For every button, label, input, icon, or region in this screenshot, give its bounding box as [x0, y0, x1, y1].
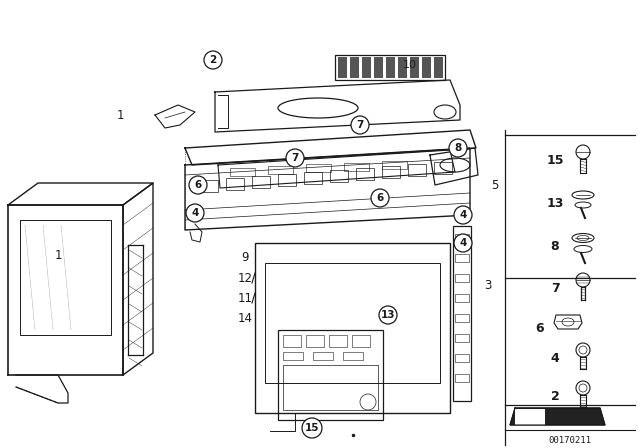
Bar [283, 335, 301, 347]
Bar [382, 166, 400, 178]
Bar [304, 172, 322, 184]
Bar [515, 408, 545, 425]
Polygon shape [510, 408, 605, 425]
Bar [453, 226, 471, 401]
Bar [350, 57, 359, 78]
Bar [455, 274, 469, 282]
Bar [335, 55, 445, 80]
Text: 15: 15 [547, 154, 564, 167]
Text: 10: 10 [403, 60, 417, 70]
Bar [434, 57, 443, 78]
Bar [278, 330, 383, 420]
Bar [278, 174, 296, 186]
Circle shape [302, 418, 322, 438]
Bar [455, 254, 469, 262]
Text: 6: 6 [195, 180, 202, 190]
Bar [356, 168, 374, 180]
Bar [362, 57, 371, 78]
Bar [226, 178, 244, 190]
Text: 4: 4 [550, 352, 559, 365]
Bar [455, 374, 469, 382]
Bar [265, 263, 440, 383]
Circle shape [189, 176, 207, 194]
Circle shape [449, 139, 467, 157]
Bar [329, 335, 347, 347]
Circle shape [379, 306, 397, 324]
Text: 6: 6 [536, 322, 544, 335]
Text: 5: 5 [492, 178, 499, 191]
Text: 00170211: 00170211 [548, 435, 591, 444]
Bar [338, 57, 347, 78]
Bar [422, 57, 431, 78]
Bar [343, 352, 363, 360]
Bar [408, 164, 426, 176]
Text: 13: 13 [547, 197, 564, 210]
Bar [344, 163, 369, 171]
Bar [455, 334, 469, 342]
Bar [455, 354, 469, 362]
Text: 1: 1 [54, 249, 61, 262]
Text: 8: 8 [550, 240, 559, 253]
Bar [455, 314, 469, 322]
Text: 12: 12 [237, 271, 253, 284]
Circle shape [286, 149, 304, 167]
Text: 7: 7 [550, 281, 559, 294]
Circle shape [204, 51, 222, 69]
Text: 9: 9 [241, 250, 249, 263]
Text: 2: 2 [550, 389, 559, 402]
Bar [374, 57, 383, 78]
Text: 3: 3 [484, 279, 492, 292]
Bar [455, 234, 469, 242]
Bar [455, 294, 469, 302]
Text: 13: 13 [381, 310, 396, 320]
Text: 4: 4 [460, 238, 467, 248]
Text: 11: 11 [237, 292, 253, 305]
Bar [382, 161, 407, 169]
Text: 4: 4 [191, 208, 198, 218]
Bar [283, 352, 303, 360]
Circle shape [454, 234, 472, 252]
Bar [283, 365, 378, 410]
Text: 7: 7 [356, 120, 364, 130]
Text: 7: 7 [291, 153, 299, 163]
Text: 4: 4 [460, 210, 467, 220]
Bar [434, 162, 452, 174]
Text: 2: 2 [209, 55, 216, 65]
Circle shape [371, 189, 389, 207]
Bar [268, 166, 293, 174]
Text: 14: 14 [237, 311, 253, 324]
Text: 6: 6 [376, 193, 383, 203]
Bar [306, 164, 331, 172]
Bar [200, 180, 218, 192]
Text: 1: 1 [116, 108, 124, 121]
Bar [306, 335, 324, 347]
Circle shape [351, 116, 369, 134]
Bar [230, 168, 255, 176]
Bar [252, 176, 270, 188]
Circle shape [186, 204, 204, 222]
Text: 8: 8 [454, 143, 461, 153]
Bar [386, 57, 395, 78]
Circle shape [454, 206, 472, 224]
Bar [398, 57, 407, 78]
Text: 15: 15 [305, 423, 319, 433]
Bar [330, 170, 348, 182]
Bar [410, 57, 419, 78]
Bar [255, 243, 450, 413]
Bar [352, 335, 370, 347]
Bar [313, 352, 333, 360]
